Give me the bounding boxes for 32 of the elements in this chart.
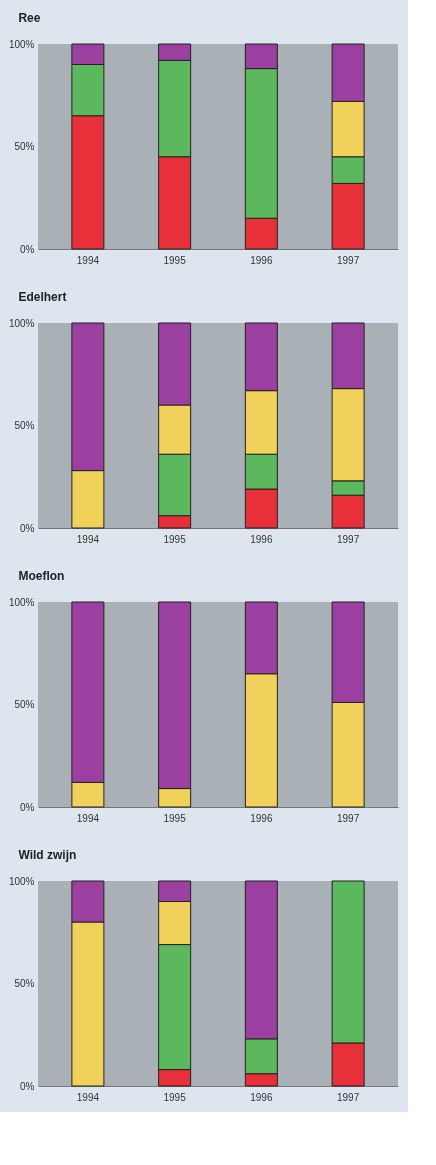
x-tick-label: 1995 — [163, 1091, 187, 1103]
x-tick-label: 1994 — [76, 812, 100, 824]
x-tick-label: 1994 — [76, 1091, 100, 1103]
x-tick-label: 1997 — [337, 1091, 360, 1103]
x-tick-label: 1996 — [250, 1091, 273, 1103]
y-tick-label: 0% — [20, 1080, 35, 1092]
y-tick-label: 100% — [8, 317, 35, 329]
y-tick-label: 100% — [8, 875, 35, 887]
x-tick-label: 1996 — [250, 533, 273, 545]
chart-title: Edelhert — [18, 290, 67, 304]
y-tick-label: 0% — [20, 801, 35, 813]
x-tick-label: 1996 — [250, 812, 273, 824]
x-tick-label: 1996 — [250, 254, 273, 266]
chart-title: Moeflon — [18, 569, 65, 583]
x-tick-label: 1995 — [163, 812, 187, 824]
y-tick-label: 100% — [8, 38, 35, 50]
y-tick-label: 0% — [20, 243, 35, 255]
x-tick-label: 1994 — [76, 533, 100, 545]
x-tick-label: 1997 — [337, 812, 360, 824]
y-tick-label: 50% — [14, 420, 35, 431]
x-tick-label: 1995 — [163, 533, 187, 545]
y-tick-label: 50% — [14, 141, 35, 152]
y-tick-label: 50% — [14, 699, 35, 710]
y-tick-label: 50% — [14, 978, 35, 989]
x-tick-label: 1995 — [163, 254, 187, 266]
chart-title: Wild zwijn — [18, 848, 77, 862]
x-tick-label: 1997 — [337, 254, 360, 266]
x-tick-label: 1997 — [337, 533, 360, 545]
y-tick-label: 100% — [8, 596, 35, 608]
chart-title: Ree — [18, 11, 41, 25]
y-tick-label: 0% — [20, 522, 35, 534]
x-tick-label: 1994 — [76, 254, 100, 266]
